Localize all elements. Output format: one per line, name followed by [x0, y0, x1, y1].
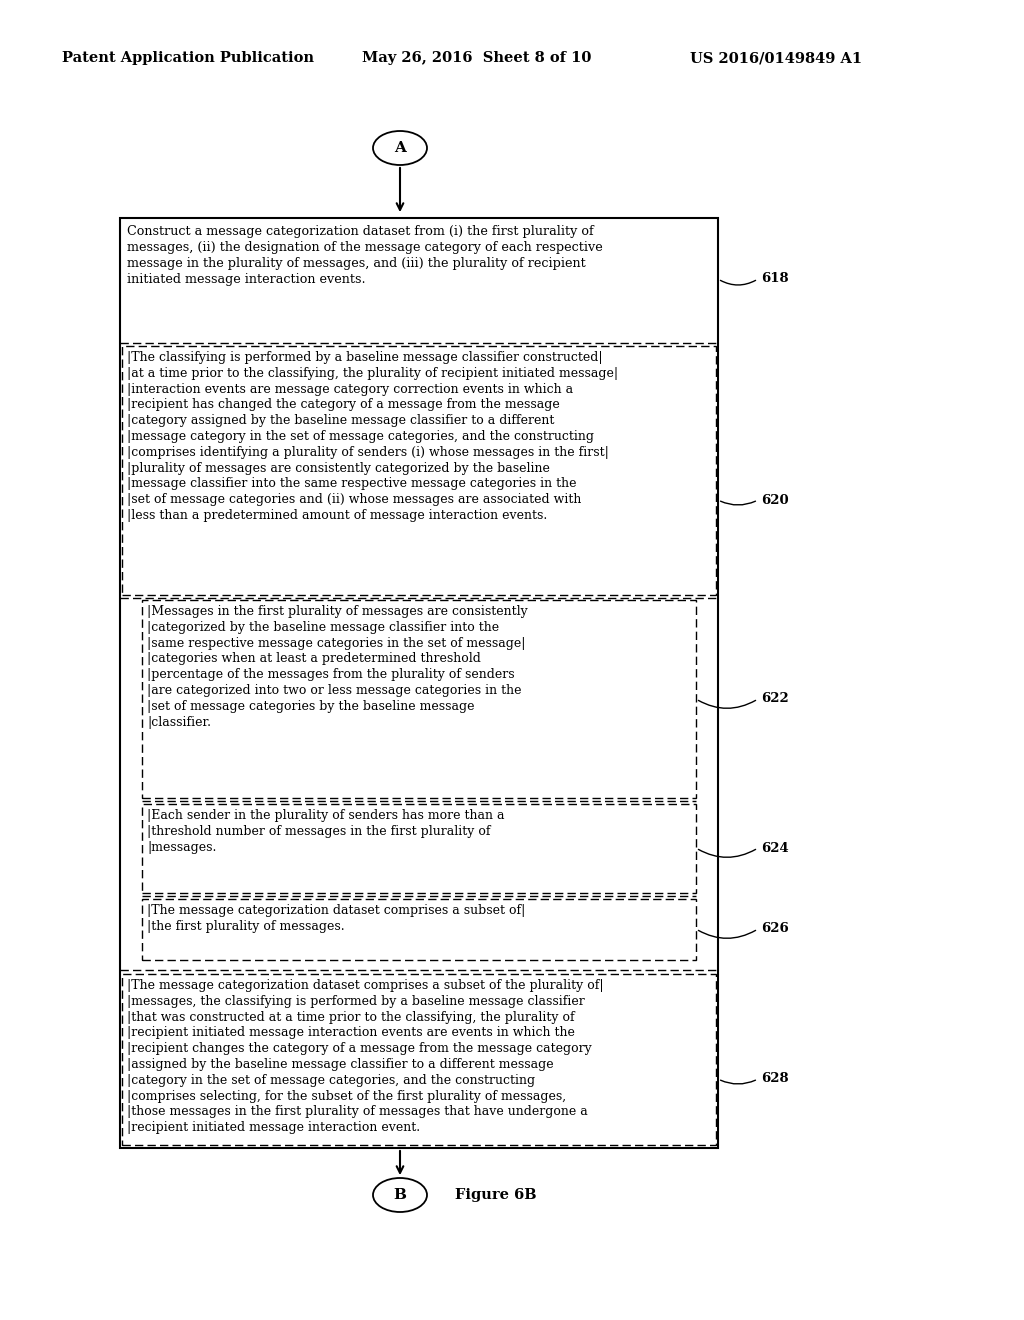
- Text: 628: 628: [761, 1072, 788, 1085]
- Text: B: B: [393, 1188, 407, 1203]
- Text: |The classifying is performed by a baseline message classifier constructed|
|at : |The classifying is performed by a basel…: [127, 351, 618, 521]
- Text: |The message categorization dataset comprises a subset of|
|the first plurality : |The message categorization dataset comp…: [147, 904, 525, 933]
- Text: |Each sender in the plurality of senders has more than a
|threshold number of me: |Each sender in the plurality of senders…: [147, 809, 505, 854]
- Text: Figure 6B: Figure 6B: [455, 1188, 537, 1203]
- Text: 626: 626: [761, 923, 788, 936]
- Text: A: A: [394, 141, 406, 154]
- Text: 622: 622: [761, 693, 788, 705]
- Text: Patent Application Publication: Patent Application Publication: [62, 51, 314, 65]
- Text: 618: 618: [761, 272, 788, 285]
- Text: |The message categorization dataset comprises a subset of the plurality of|
|mes: |The message categorization dataset comp…: [127, 979, 603, 1134]
- Text: 620: 620: [761, 494, 788, 507]
- Text: 624: 624: [761, 842, 788, 854]
- Text: Construct a message categorization dataset from (i) the first plurality of
messa: Construct a message categorization datas…: [127, 224, 603, 286]
- Text: May 26, 2016  Sheet 8 of 10: May 26, 2016 Sheet 8 of 10: [362, 51, 592, 65]
- Text: US 2016/0149849 A1: US 2016/0149849 A1: [690, 51, 862, 65]
- Text: |Messages in the first plurality of messages are consistently
|categorized by th: |Messages in the first plurality of mess…: [147, 605, 527, 729]
